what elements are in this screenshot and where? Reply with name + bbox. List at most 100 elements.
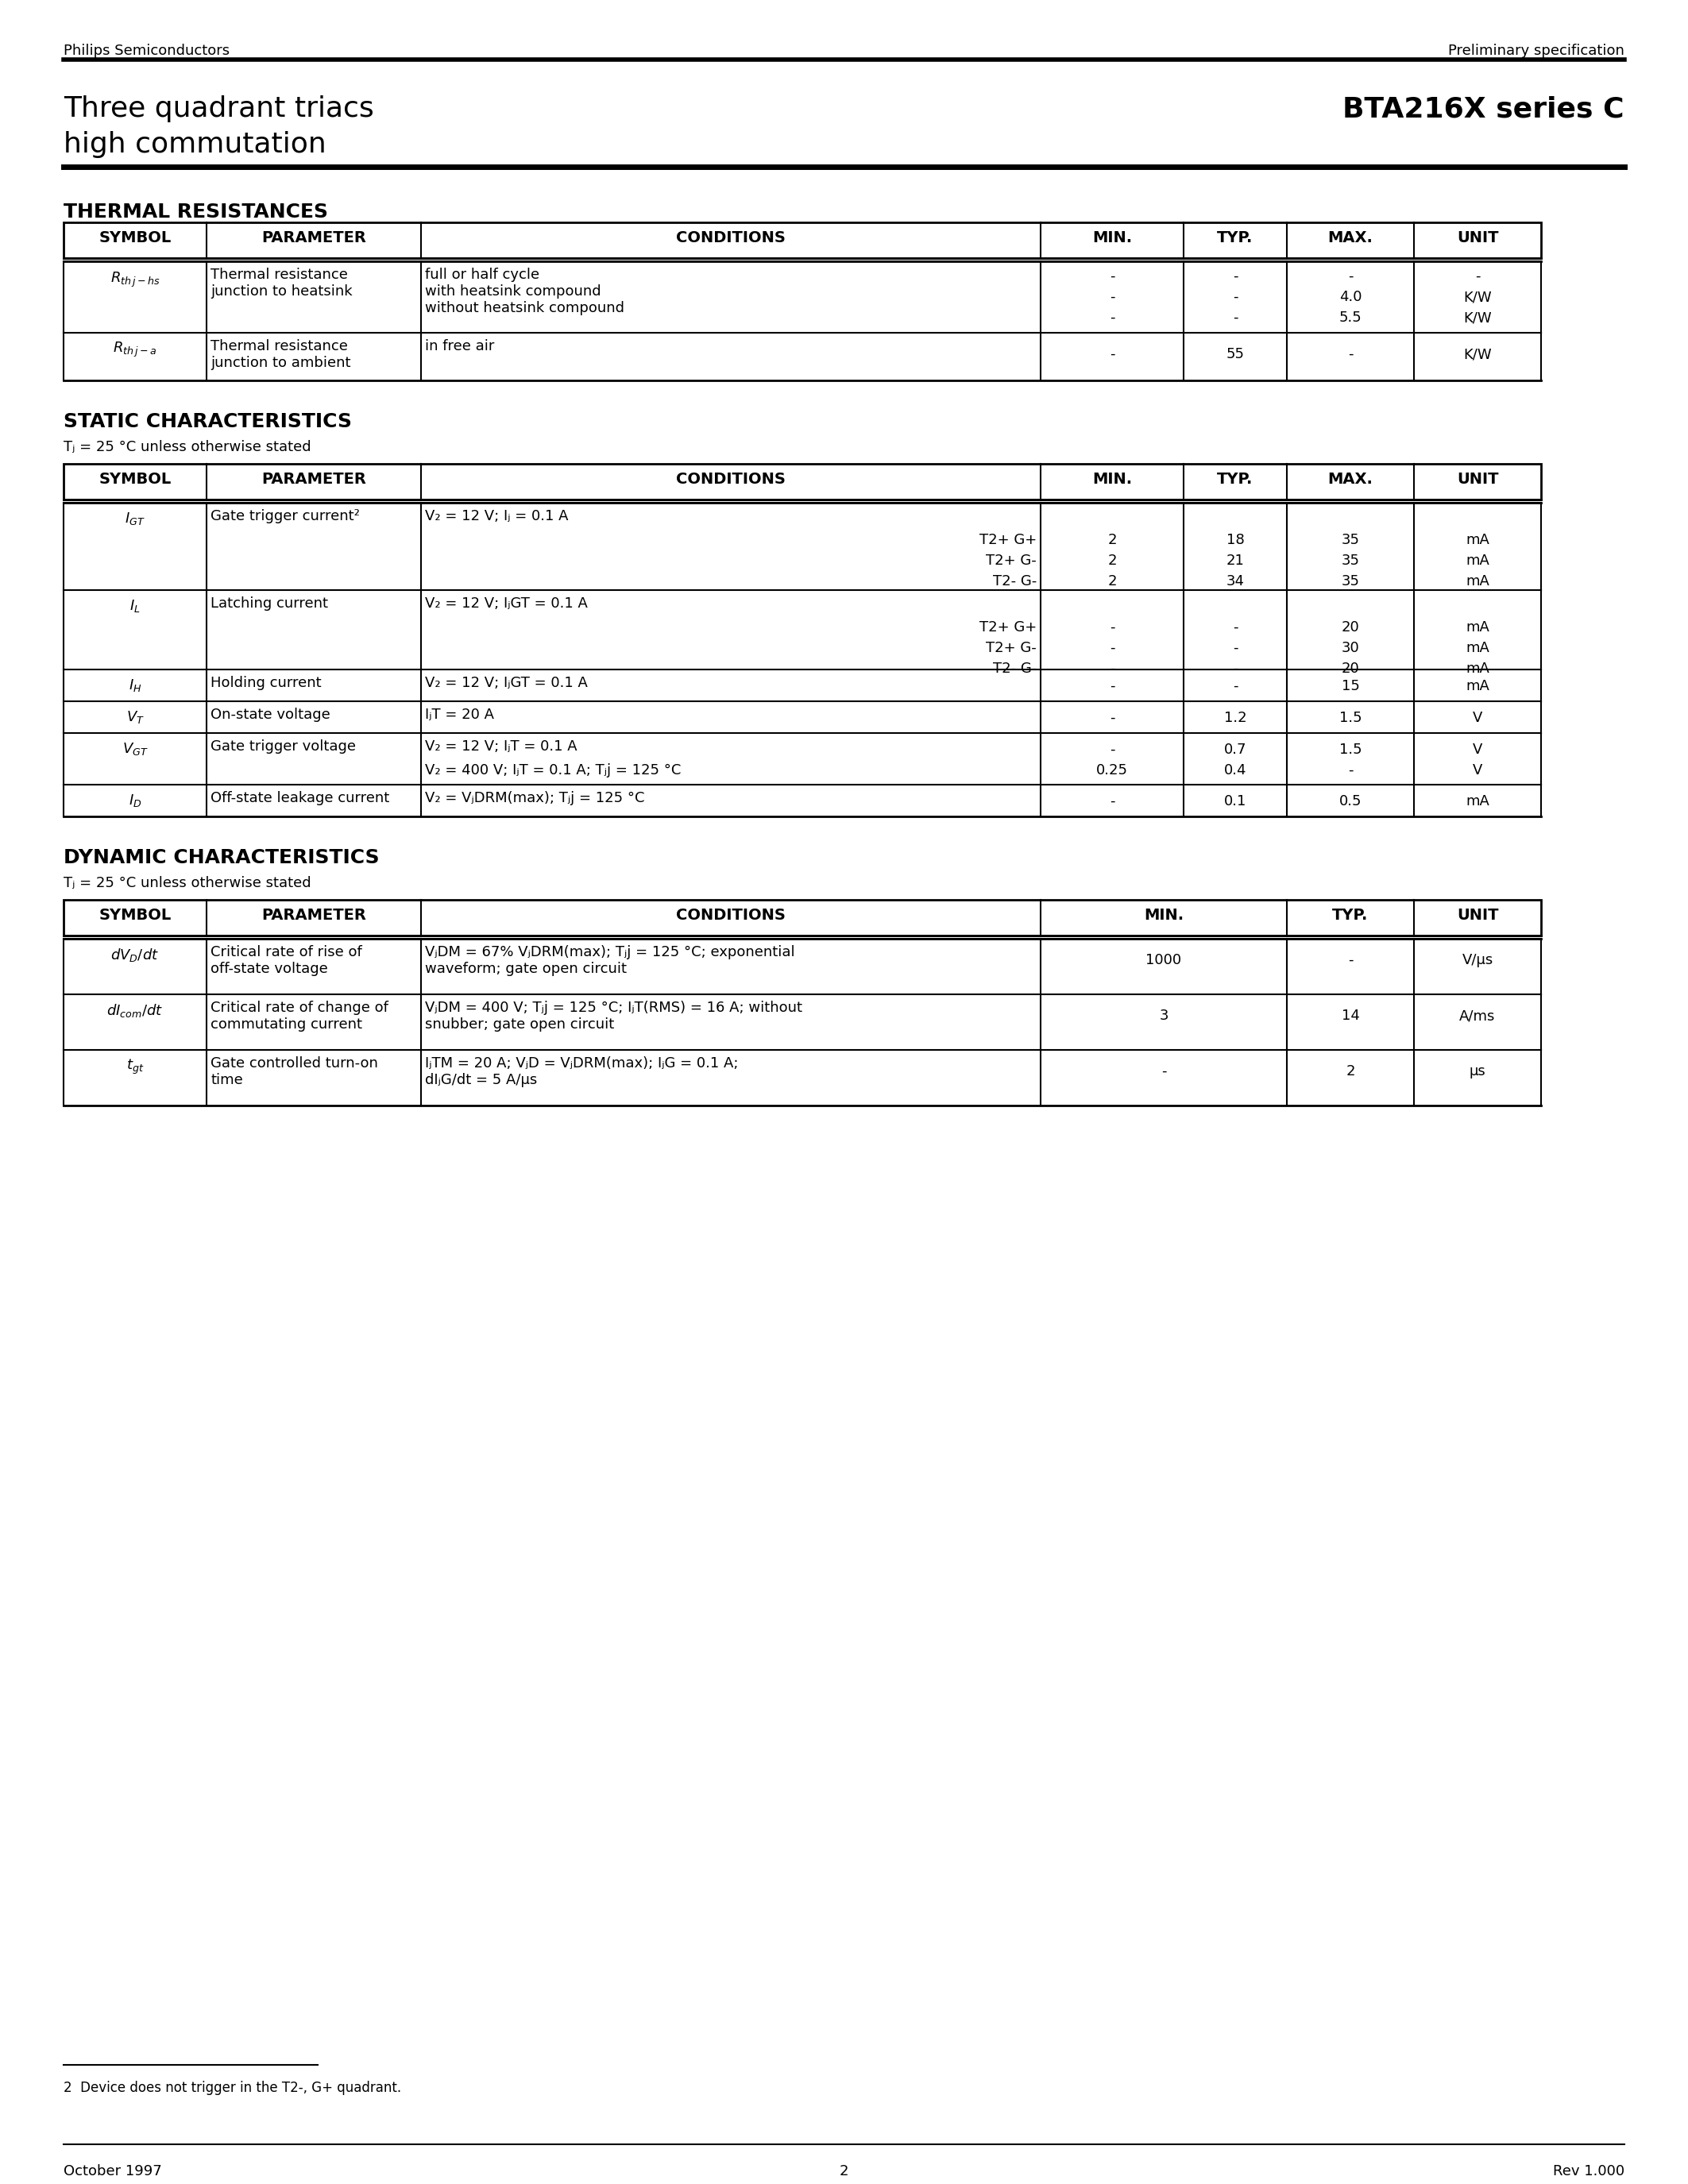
Text: -: - — [1109, 620, 1114, 636]
Text: STATIC CHARACTERISTICS: STATIC CHARACTERISTICS — [64, 413, 351, 430]
Text: 0.1: 0.1 — [1224, 795, 1246, 808]
Text: $R_{th\,j-a}$: $R_{th\,j-a}$ — [113, 341, 157, 358]
Text: -: - — [1109, 743, 1114, 758]
Text: mA: mA — [1465, 640, 1489, 655]
Text: full or half cycle
with heatsink compound
without heatsink compound: full or half cycle with heatsink compoun… — [425, 269, 625, 314]
Text: 35: 35 — [1342, 553, 1359, 568]
Text: Tⱼ = 25 °C unless otherwise stated: Tⱼ = 25 °C unless otherwise stated — [64, 439, 311, 454]
Text: $I_{H}$: $I_{H}$ — [128, 677, 142, 692]
Text: -: - — [1109, 679, 1114, 692]
Text: -: - — [1232, 679, 1237, 692]
Bar — [64, 900, 1541, 935]
Text: 15: 15 — [1342, 679, 1359, 692]
Bar — [64, 463, 1541, 500]
Text: -: - — [1109, 347, 1114, 360]
Text: -: - — [1475, 269, 1480, 284]
Text: V: V — [1472, 762, 1482, 778]
Text: TYP.: TYP. — [1217, 472, 1252, 487]
Text: 2: 2 — [1345, 1064, 1355, 1079]
Text: 20: 20 — [1342, 662, 1359, 675]
Text: PARAMETER: PARAMETER — [262, 229, 366, 245]
Text: 5.5: 5.5 — [1339, 310, 1362, 325]
Text: -: - — [1109, 640, 1114, 655]
Text: mA: mA — [1465, 620, 1489, 636]
Text: 3: 3 — [1160, 1009, 1168, 1022]
Text: IⱼTM = 20 A; VⱼD = VⱼDRM(max); IⱼG = 0.1 A;
dIⱼG/dt = 5 A/μs: IⱼTM = 20 A; VⱼD = VⱼDRM(max); IⱼG = 0.1… — [425, 1057, 738, 1088]
Text: T2+ G-: T2+ G- — [986, 553, 1036, 568]
Text: Preliminary specification: Preliminary specification — [1448, 44, 1624, 59]
Text: mA: mA — [1465, 662, 1489, 675]
Text: -: - — [1347, 952, 1354, 968]
Text: Three quadrant triacs: Three quadrant triacs — [64, 96, 375, 122]
Text: MIN.: MIN. — [1092, 229, 1133, 245]
Text: -: - — [1232, 620, 1237, 636]
Text: On-state voltage: On-state voltage — [211, 708, 331, 723]
Text: T2- G-: T2- G- — [993, 574, 1036, 587]
Text: Critical rate of change of
commutating current: Critical rate of change of commutating c… — [211, 1000, 388, 1031]
Text: 35: 35 — [1342, 533, 1359, 548]
Text: Thermal resistance
junction to ambient: Thermal resistance junction to ambient — [211, 339, 351, 369]
Text: MIN.: MIN. — [1144, 909, 1183, 924]
Text: -: - — [1232, 269, 1237, 284]
Text: 4.0: 4.0 — [1339, 290, 1362, 304]
Text: VⱼDM = 400 V; Tⱼj = 125 °C; IⱼT(RMS) = 16 A; without
snubber; gate open circuit: VⱼDM = 400 V; Tⱼj = 125 °C; IⱼT(RMS) = 1… — [425, 1000, 802, 1031]
Text: -: - — [1232, 640, 1237, 655]
Text: $I_{L}$: $I_{L}$ — [130, 598, 140, 614]
Text: SYMBOL: SYMBOL — [100, 909, 170, 924]
Text: V₂ = 12 V; IⱼT = 0.1 A: V₂ = 12 V; IⱼT = 0.1 A — [425, 740, 577, 753]
Text: V₂ = 12 V; IⱼGT = 0.1 A: V₂ = 12 V; IⱼGT = 0.1 A — [425, 596, 587, 612]
Text: 35: 35 — [1342, 574, 1359, 587]
Text: $dI_{com}/dt$: $dI_{com}/dt$ — [106, 1002, 164, 1020]
Text: -: - — [1232, 662, 1237, 675]
Text: -: - — [1232, 310, 1237, 325]
Text: PARAMETER: PARAMETER — [262, 472, 366, 487]
Text: THERMAL RESISTANCES: THERMAL RESISTANCES — [64, 203, 327, 221]
Text: Tⱼ = 25 °C unless otherwise stated: Tⱼ = 25 °C unless otherwise stated — [64, 876, 311, 891]
Text: 2: 2 — [839, 2164, 847, 2177]
Text: K/W: K/W — [1463, 347, 1492, 360]
Text: 2  Device does not trigger in the T2-, G+ quadrant.: 2 Device does not trigger in the T2-, G+… — [64, 2081, 402, 2094]
Text: UNIT: UNIT — [1457, 472, 1499, 487]
Text: Off-state leakage current: Off-state leakage current — [211, 791, 390, 806]
Text: DYNAMIC CHARACTERISTICS: DYNAMIC CHARACTERISTICS — [64, 847, 380, 867]
Text: Thermal resistance
junction to heatsink: Thermal resistance junction to heatsink — [211, 269, 353, 299]
Text: 55: 55 — [1225, 347, 1244, 360]
Text: BTA216X series C: BTA216X series C — [1344, 96, 1624, 122]
Text: mA: mA — [1465, 795, 1489, 808]
Text: UNIT: UNIT — [1457, 909, 1499, 924]
Text: 21: 21 — [1225, 553, 1244, 568]
Text: 2: 2 — [1107, 533, 1117, 548]
Text: -: - — [1109, 795, 1114, 808]
Text: -: - — [1109, 710, 1114, 725]
Text: K/W: K/W — [1463, 310, 1492, 325]
Text: 2: 2 — [1107, 553, 1117, 568]
Text: $I_{GT}$: $I_{GT}$ — [125, 511, 145, 526]
Text: VⱼDM = 67% VⱼDRM(max); Tⱼj = 125 °C; exponential
waveform; gate open circuit: VⱼDM = 67% VⱼDRM(max); Tⱼj = 125 °C; exp… — [425, 946, 795, 976]
Text: -: - — [1347, 762, 1354, 778]
Text: V₂ = 400 V; IⱼT = 0.1 A; Tⱼj = 125 °C: V₂ = 400 V; IⱼT = 0.1 A; Tⱼj = 125 °C — [425, 762, 680, 778]
Text: MAX.: MAX. — [1328, 472, 1372, 487]
Text: T2+ G-: T2+ G- — [986, 640, 1036, 655]
Text: SYMBOL: SYMBOL — [100, 472, 170, 487]
Text: 1.2: 1.2 — [1224, 710, 1246, 725]
Text: 30: 30 — [1342, 640, 1359, 655]
Text: V/μs: V/μs — [1462, 952, 1494, 968]
Text: 0.5: 0.5 — [1339, 795, 1362, 808]
Text: 14: 14 — [1342, 1009, 1359, 1022]
Text: -: - — [1232, 290, 1237, 304]
Text: -: - — [1347, 347, 1354, 360]
Text: $I_{D}$: $I_{D}$ — [128, 793, 142, 808]
Text: Gate trigger voltage: Gate trigger voltage — [211, 740, 356, 753]
Text: V: V — [1472, 743, 1482, 758]
Text: -: - — [1109, 310, 1114, 325]
Text: $dV_D/dt$: $dV_D/dt$ — [111, 946, 159, 963]
Text: 0.25: 0.25 — [1096, 762, 1128, 778]
Text: Gate controlled turn-on
time: Gate controlled turn-on time — [211, 1057, 378, 1088]
Text: Philips Semiconductors: Philips Semiconductors — [64, 44, 230, 59]
Text: V: V — [1472, 710, 1482, 725]
Bar — [64, 223, 1541, 258]
Text: 2: 2 — [1107, 574, 1117, 587]
Text: $t_{gt}$: $t_{gt}$ — [127, 1057, 143, 1077]
Text: 1000: 1000 — [1146, 952, 1182, 968]
Text: MIN.: MIN. — [1092, 472, 1133, 487]
